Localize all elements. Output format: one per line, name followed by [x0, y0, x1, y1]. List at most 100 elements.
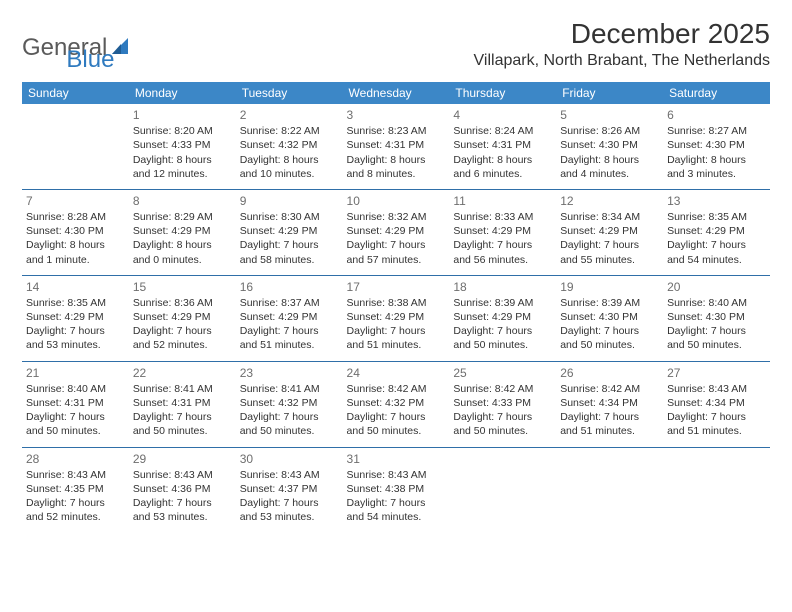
day-number: 22 — [133, 365, 232, 381]
day-number: 21 — [26, 365, 125, 381]
calendar-day-cell: 16Sunrise: 8:37 AMSunset: 4:29 PMDayligh… — [236, 275, 343, 361]
page-title: December 2025 — [474, 18, 770, 50]
sunrise-text: Sunrise: 8:28 AM — [26, 210, 125, 224]
calendar-week-row: 1Sunrise: 8:20 AMSunset: 4:33 PMDaylight… — [22, 104, 770, 189]
sunset-text: Sunset: 4:29 PM — [26, 310, 125, 324]
day-number: 16 — [240, 279, 339, 295]
daylight-text: Daylight: 7 hours and 52 minutes. — [133, 324, 232, 352]
daylight-text: Daylight: 7 hours and 53 minutes. — [26, 324, 125, 352]
sunset-text: Sunset: 4:29 PM — [240, 224, 339, 238]
sunrise-text: Sunrise: 8:41 AM — [240, 382, 339, 396]
calendar-day-cell: 14Sunrise: 8:35 AMSunset: 4:29 PMDayligh… — [22, 275, 129, 361]
day-number: 12 — [560, 193, 659, 209]
day-number: 5 — [560, 107, 659, 123]
sunset-text: Sunset: 4:33 PM — [453, 396, 552, 410]
sunrise-text: Sunrise: 8:26 AM — [560, 124, 659, 138]
sunrise-text: Sunrise: 8:23 AM — [347, 124, 446, 138]
day-number: 15 — [133, 279, 232, 295]
daylight-text: Daylight: 8 hours and 12 minutes. — [133, 153, 232, 181]
sunrise-text: Sunrise: 8:35 AM — [667, 210, 766, 224]
sunrise-text: Sunrise: 8:38 AM — [347, 296, 446, 310]
calendar-day-cell: 17Sunrise: 8:38 AMSunset: 4:29 PMDayligh… — [343, 275, 450, 361]
day-number: 17 — [347, 279, 446, 295]
sunset-text: Sunset: 4:32 PM — [347, 396, 446, 410]
sunrise-text: Sunrise: 8:24 AM — [453, 124, 552, 138]
sunset-text: Sunset: 4:30 PM — [560, 310, 659, 324]
day-number: 6 — [667, 107, 766, 123]
logo-text-blue: Blue — [66, 46, 114, 74]
day-number: 8 — [133, 193, 232, 209]
day-number: 25 — [453, 365, 552, 381]
sunrise-text: Sunrise: 8:32 AM — [347, 210, 446, 224]
day-number: 24 — [347, 365, 446, 381]
daylight-text: Daylight: 7 hours and 57 minutes. — [347, 238, 446, 266]
day-header: Thursday — [449, 82, 556, 104]
calendar-day-cell: 31Sunrise: 8:43 AMSunset: 4:38 PMDayligh… — [343, 447, 450, 532]
calendar-empty-cell — [22, 104, 129, 189]
daylight-text: Daylight: 7 hours and 51 minutes. — [347, 324, 446, 352]
sunrise-text: Sunrise: 8:30 AM — [240, 210, 339, 224]
sunrise-text: Sunrise: 8:35 AM — [26, 296, 125, 310]
calendar-day-cell: 25Sunrise: 8:42 AMSunset: 4:33 PMDayligh… — [449, 361, 556, 447]
daylight-text: Daylight: 7 hours and 50 minutes. — [453, 324, 552, 352]
calendar-week-row: 14Sunrise: 8:35 AMSunset: 4:29 PMDayligh… — [22, 275, 770, 361]
sunset-text: Sunset: 4:31 PM — [347, 138, 446, 152]
daylight-text: Daylight: 7 hours and 50 minutes. — [26, 410, 125, 438]
daylight-text: Daylight: 7 hours and 58 minutes. — [240, 238, 339, 266]
daylight-text: Daylight: 8 hours and 1 minute. — [26, 238, 125, 266]
daylight-text: Daylight: 7 hours and 53 minutes. — [240, 496, 339, 524]
calendar-day-cell: 12Sunrise: 8:34 AMSunset: 4:29 PMDayligh… — [556, 189, 663, 275]
sunset-text: Sunset: 4:32 PM — [240, 396, 339, 410]
calendar-day-cell: 18Sunrise: 8:39 AMSunset: 4:29 PMDayligh… — [449, 275, 556, 361]
calendar-day-cell: 29Sunrise: 8:43 AMSunset: 4:36 PMDayligh… — [129, 447, 236, 532]
daylight-text: Daylight: 7 hours and 51 minutes. — [560, 410, 659, 438]
day-header: Friday — [556, 82, 663, 104]
sunrise-text: Sunrise: 8:34 AM — [560, 210, 659, 224]
sunset-text: Sunset: 4:30 PM — [560, 138, 659, 152]
sunrise-text: Sunrise: 8:43 AM — [26, 468, 125, 482]
sunset-text: Sunset: 4:31 PM — [453, 138, 552, 152]
sunrise-text: Sunrise: 8:42 AM — [347, 382, 446, 396]
sunset-text: Sunset: 4:33 PM — [133, 138, 232, 152]
daylight-text: Daylight: 7 hours and 50 minutes. — [453, 410, 552, 438]
calendar-week-row: 28Sunrise: 8:43 AMSunset: 4:35 PMDayligh… — [22, 447, 770, 532]
daylight-text: Daylight: 8 hours and 3 minutes. — [667, 153, 766, 181]
calendar-day-cell: 27Sunrise: 8:43 AMSunset: 4:34 PMDayligh… — [663, 361, 770, 447]
sunrise-text: Sunrise: 8:42 AM — [453, 382, 552, 396]
day-header: Sunday — [22, 82, 129, 104]
daylight-text: Daylight: 7 hours and 51 minutes. — [240, 324, 339, 352]
day-number: 27 — [667, 365, 766, 381]
day-number: 1 — [133, 107, 232, 123]
sunset-text: Sunset: 4:29 PM — [133, 224, 232, 238]
calendar-day-cell: 8Sunrise: 8:29 AMSunset: 4:29 PMDaylight… — [129, 189, 236, 275]
location-text: Villapark, North Brabant, The Netherland… — [474, 52, 770, 70]
day-number: 3 — [347, 107, 446, 123]
daylight-text: Daylight: 8 hours and 4 minutes. — [560, 153, 659, 181]
day-number: 30 — [240, 451, 339, 467]
daylight-text: Daylight: 7 hours and 54 minutes. — [667, 238, 766, 266]
sunrise-text: Sunrise: 8:41 AM — [133, 382, 232, 396]
day-number: 10 — [347, 193, 446, 209]
sunrise-text: Sunrise: 8:27 AM — [667, 124, 766, 138]
sunrise-text: Sunrise: 8:40 AM — [667, 296, 766, 310]
day-header: Tuesday — [236, 82, 343, 104]
sunset-text: Sunset: 4:29 PM — [347, 224, 446, 238]
sunset-text: Sunset: 4:36 PM — [133, 482, 232, 496]
calendar-day-cell: 24Sunrise: 8:42 AMSunset: 4:32 PMDayligh… — [343, 361, 450, 447]
sunrise-text: Sunrise: 8:20 AM — [133, 124, 232, 138]
sunset-text: Sunset: 4:38 PM — [347, 482, 446, 496]
sunrise-text: Sunrise: 8:39 AM — [560, 296, 659, 310]
daylight-text: Daylight: 7 hours and 50 minutes. — [667, 324, 766, 352]
sunrise-text: Sunrise: 8:42 AM — [560, 382, 659, 396]
sunset-text: Sunset: 4:29 PM — [240, 310, 339, 324]
calendar-day-cell: 11Sunrise: 8:33 AMSunset: 4:29 PMDayligh… — [449, 189, 556, 275]
calendar-empty-cell — [663, 447, 770, 532]
sunset-text: Sunset: 4:37 PM — [240, 482, 339, 496]
day-number: 20 — [667, 279, 766, 295]
day-number: 18 — [453, 279, 552, 295]
day-number: 4 — [453, 107, 552, 123]
day-number: 28 — [26, 451, 125, 467]
calendar-day-cell: 28Sunrise: 8:43 AMSunset: 4:35 PMDayligh… — [22, 447, 129, 532]
daylight-text: Daylight: 7 hours and 53 minutes. — [133, 496, 232, 524]
calendar-day-cell: 5Sunrise: 8:26 AMSunset: 4:30 PMDaylight… — [556, 104, 663, 189]
